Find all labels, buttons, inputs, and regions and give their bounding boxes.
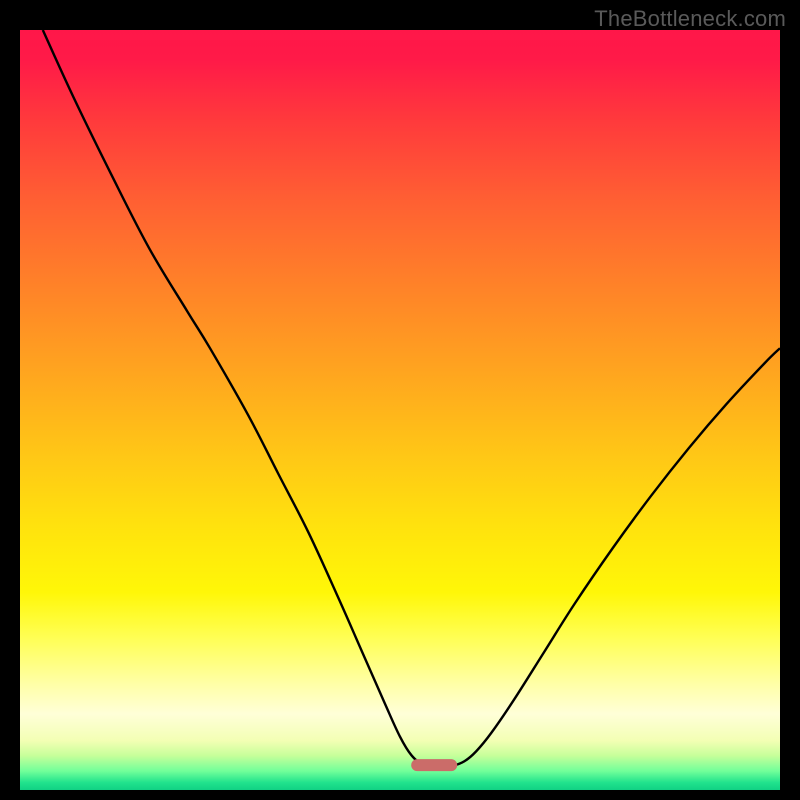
bottleneck-curve-chart bbox=[20, 30, 780, 770]
watermark-text: TheBottleneck.com bbox=[594, 6, 786, 32]
bottleneck-curve-line bbox=[20, 30, 780, 770]
optimal-point-marker bbox=[411, 759, 457, 771]
